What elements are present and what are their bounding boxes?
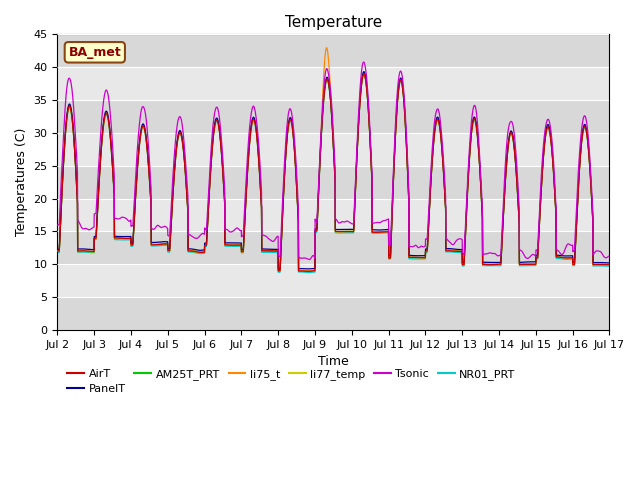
- Bar: [58, 166, 609, 199]
- Bar: [58, 100, 609, 132]
- Legend: AirT, PanelT, AM25T_PRT, li75_t, li77_temp, Tsonic, NR01_PRT: AirT, PanelT, AM25T_PRT, li75_t, li77_te…: [63, 364, 520, 399]
- Y-axis label: Temperatures (C): Temperatures (C): [15, 128, 28, 236]
- Text: BA_met: BA_met: [68, 46, 121, 59]
- Bar: [58, 67, 609, 100]
- Bar: [58, 132, 609, 166]
- Bar: [58, 199, 609, 231]
- Title: Temperature: Temperature: [285, 15, 382, 30]
- X-axis label: Time: Time: [318, 355, 349, 369]
- Bar: [58, 34, 609, 67]
- Bar: [58, 297, 609, 330]
- Bar: [58, 264, 609, 297]
- Bar: [58, 231, 609, 264]
